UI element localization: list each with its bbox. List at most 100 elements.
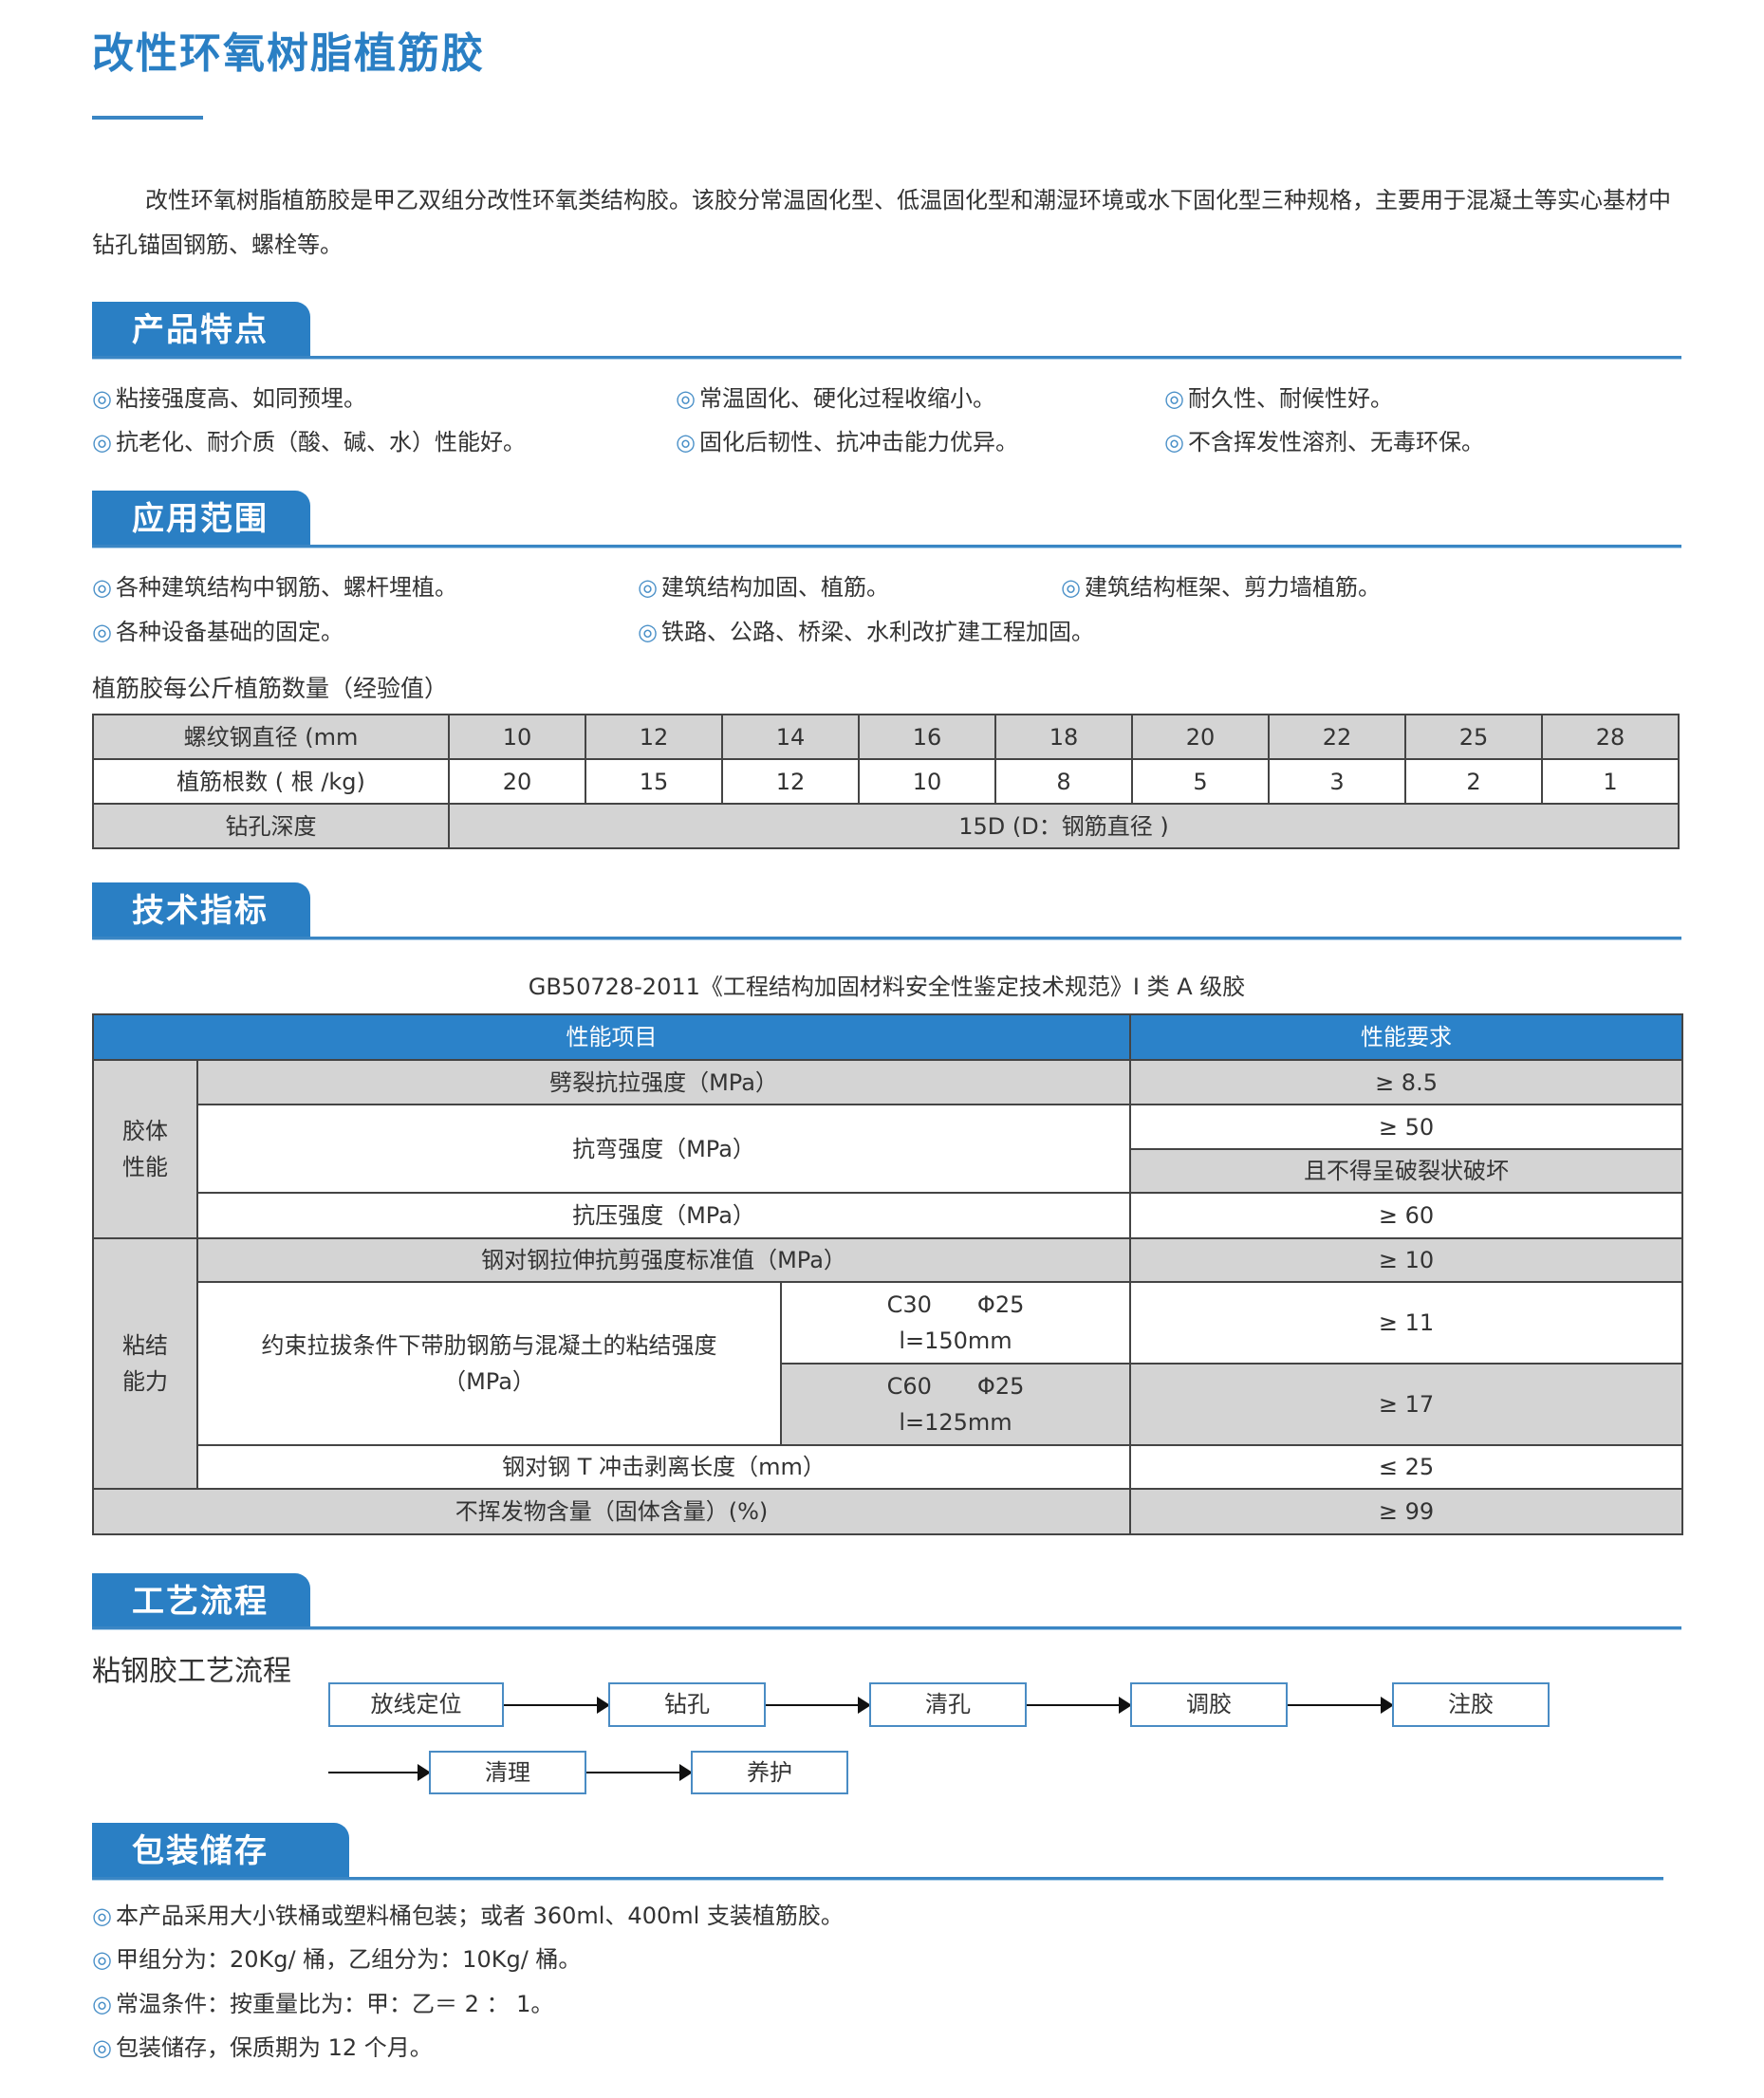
section-heading-process: 工艺流程: [92, 1573, 310, 1630]
packaging-item: ◎ 常温条件：按重量比为：甲：乙＝ 2 ： 1。: [92, 1991, 554, 2017]
table-cell: 且不得呈破裂状破坏: [1129, 1148, 1684, 1194]
table-cell: 15: [585, 758, 723, 805]
application-item: ◎ 各种建筑结构中钢筋、螺杆埋植。: [92, 574, 457, 601]
table-cell: ≥ 17: [1129, 1363, 1684, 1446]
bullet-circle-icon: ◎: [676, 385, 696, 412]
bullet-circle-icon: ◎: [92, 574, 112, 601]
table-cell: 植筋根数 ( 根 /kg): [92, 758, 450, 805]
table-row: C60 Φ25 l=125mm ≥ 17: [93, 1363, 1684, 1446]
section-heading-specs: 技术指标: [92, 882, 310, 939]
flow-step: 清理: [429, 1751, 586, 1794]
feature-item: ◎ 抗老化、耐介质（酸、碱、水）性能好。: [92, 429, 526, 455]
flow-step: 放线定位: [328, 1682, 504, 1727]
application-item: ◎ 建筑结构加固、植筋。: [638, 574, 889, 601]
table-cell: 螺纹钢直径 (mm: [92, 714, 450, 760]
table-cell: 8: [994, 758, 1133, 805]
page-title: 改性环氧树脂植筋胶: [92, 29, 485, 78]
bullet-circle-icon: ◎: [92, 385, 112, 412]
section-divider: [92, 1626, 1681, 1630]
table-cell: 12: [585, 714, 723, 760]
table-cell: 抗压强度（MPa）: [195, 1192, 1132, 1239]
table-row: 钻孔深度 15D (D：钢筋直径 ): [92, 803, 1680, 849]
flow-step: 调胶: [1130, 1682, 1288, 1727]
table-cell: ≥ 99: [1129, 1488, 1684, 1535]
table-cell: ≥ 50: [1129, 1104, 1684, 1150]
table-cell: 约束拉拔条件下带肋钢筋与混凝土的粘结强度 （MPa）: [196, 1281, 782, 1446]
feature-item: ◎ 粘接强度高、如同预埋。: [92, 385, 366, 412]
flow-step: 注胶: [1392, 1682, 1550, 1727]
application-item: ◎ 建筑结构框架、剪力墙植筋。: [1061, 574, 1381, 601]
group-cell: 胶体 性能: [92, 1059, 198, 1239]
packaging-item: ◎ 包装储存，保质期为 12 个月。: [92, 2034, 433, 2061]
table-cell: 15D (D：钢筋直径 ): [448, 803, 1680, 849]
table-cell: 20: [1131, 714, 1270, 760]
table-cell: 25: [1404, 714, 1543, 760]
flow-step: 清孔: [869, 1682, 1027, 1727]
table-row: 约束拉拔条件下带肋钢筋与混凝土的粘结强度 （MPa） C30 Φ25 l=150m…: [93, 1281, 1684, 1446]
bullet-circle-icon: ◎: [1164, 385, 1184, 412]
table-cell: 22: [1268, 714, 1406, 760]
table-cell: 3: [1268, 758, 1406, 805]
packaging-item: ◎ 甲组分为：20Kg/ 桶，乙组分为：10Kg/ 桶。: [92, 1946, 582, 1973]
table-row: 不挥发物含量（固体含量）(%) ≥ 99: [91, 1488, 1684, 1535]
table-cell: 2: [1404, 758, 1543, 805]
table-row: 抗压强度（MPa） ≥ 60: [93, 1192, 1684, 1239]
table-cell: 20: [448, 758, 586, 805]
title-underline: [92, 116, 203, 120]
table-cell: C60 Φ25 l=125mm: [779, 1363, 1132, 1446]
table-cell: ≥ 8.5: [1129, 1059, 1684, 1105]
group-cell: 粘结 能力: [92, 1237, 198, 1490]
usage-table: 螺纹钢直径 (mm 10 12 14 16 18 20 22 25 28 植筋根数 ( 根 /k…: [92, 714, 1680, 849]
section-divider: [92, 1877, 1663, 1881]
table-cell: 16: [858, 714, 996, 760]
table-cell: ≥ 10: [1129, 1237, 1684, 1283]
arrow-right-icon: [586, 1764, 693, 1781]
spec-table: 性能项目 性能要求 胶体 性能 劈裂抗拉强度（MPa） ≥ 8.5 抗弯强度（MPa）…: [91, 1013, 1684, 1535]
table-cell: ≤ 25: [1129, 1444, 1684, 1490]
table-row: 且不得呈破裂状破坏: [93, 1148, 1684, 1194]
table-header-row: 性能项目 性能要求: [91, 1013, 1684, 1061]
table-cell: 1: [1541, 758, 1680, 805]
section-heading-features: 产品特点: [92, 302, 310, 359]
table-row: 钢对钢 T 冲击剥离长度（mm） ≤ 25: [93, 1444, 1684, 1490]
table-cell: C30 Φ25 l=150mm: [779, 1281, 1132, 1365]
arrow-right-icon: [766, 1697, 871, 1714]
table-cell: 钢对钢拉伸抗剪强度标准值（MPa）: [195, 1237, 1132, 1283]
table-cell: 10: [858, 758, 996, 805]
bullet-circle-icon: ◎: [92, 619, 112, 645]
feature-item: ◎ 耐久性、耐候性好。: [1164, 385, 1393, 412]
bullet-circle-icon: ◎: [92, 2034, 112, 2061]
header-cell: 性能项目: [91, 1013, 1132, 1061]
arrow-right-icon: [1288, 1697, 1394, 1714]
section-heading-applications: 应用范围: [92, 491, 310, 548]
bullet-circle-icon: ◎: [1164, 429, 1184, 455]
arrow-right-icon: [504, 1697, 610, 1714]
spec-caption: GB50728-2011《工程结构加固材料安全性鉴定技术规范》I 类 A 级胶: [528, 974, 1246, 1000]
usage-table-title: 植筋胶每公斤植筋数量（经验值）: [92, 675, 449, 702]
flow-step: 养护: [691, 1751, 848, 1794]
table-row: 粘结 能力 钢对钢拉伸抗剪强度标准值（MPa） ≥ 10: [92, 1237, 1684, 1490]
application-item: ◎ 各种设备基础的固定。: [92, 619, 344, 645]
table-cell: ≥ 60: [1129, 1192, 1684, 1239]
bullet-circle-icon: ◎: [1061, 574, 1081, 601]
table-cell: 不挥发物含量（固体含量）(%): [91, 1488, 1132, 1535]
bullet-circle-icon: ◎: [676, 429, 696, 455]
feature-item: ◎ 不含挥发性溶剂、无毒环保。: [1164, 429, 1484, 455]
table-cell: 28: [1541, 714, 1680, 760]
feature-item: ◎ 固化后韧性、抗冲击能力优异。: [676, 429, 1018, 455]
table-cell: 12: [721, 758, 860, 805]
table-row: 抗弯强度（MPa） ≥ 50: [93, 1104, 1684, 1194]
flow-title: 粘钢胶工艺流程: [92, 1655, 291, 1688]
table-cell: 劈裂抗拉强度（MPa）: [195, 1059, 1132, 1105]
bullet-circle-icon: ◎: [638, 574, 658, 601]
application-item: ◎ 铁路、公路、桥梁、水利改扩建工程加固。: [638, 619, 1094, 645]
section-divider: [92, 545, 1681, 548]
bullet-circle-icon: ◎: [92, 429, 112, 455]
table-cell: 钢对钢 T 冲击剥离长度（mm）: [195, 1444, 1132, 1490]
arrow-right-icon: [1027, 1697, 1132, 1714]
table-cell: 10: [448, 714, 586, 760]
table-cell: 5: [1131, 758, 1270, 805]
bullet-circle-icon: ◎: [92, 1903, 112, 1929]
bullet-circle-icon: ◎: [638, 619, 658, 645]
bullet-circle-icon: ◎: [92, 1946, 112, 1973]
